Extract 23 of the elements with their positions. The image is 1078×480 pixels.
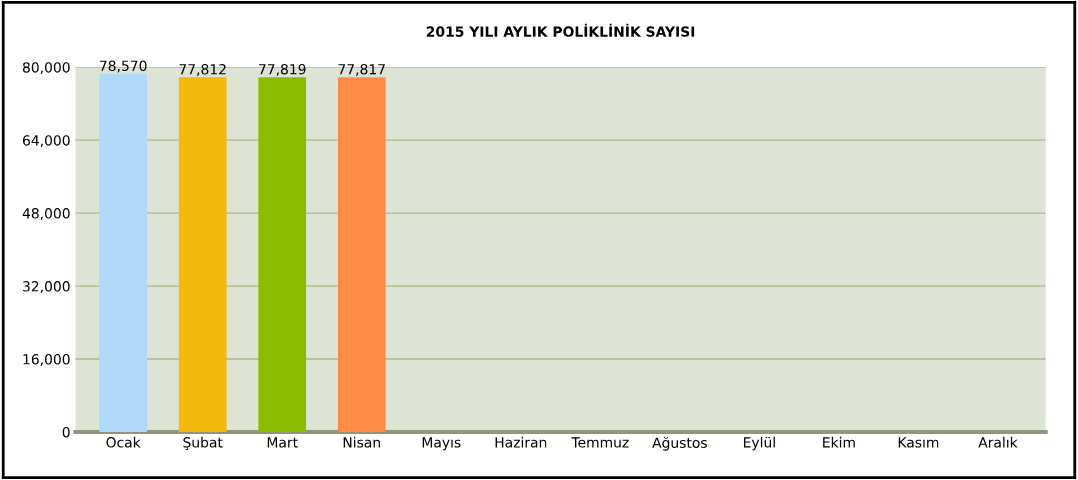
x-tick-label: Mayıs [422, 437, 461, 451]
y-tick-label: 32,000 [23, 281, 70, 293]
y-tick-label: 64,000 [22, 135, 70, 148]
data-label: 77,817 [338, 63, 385, 76]
y-tick-label: 16,000 [23, 354, 70, 366]
x-tick-label: Temmuz [571, 437, 629, 448]
x-tick-label: Nisan [343, 436, 380, 448]
x-tick-label: Eylül [743, 436, 775, 451]
x-tick-label: Şubat [183, 436, 223, 451]
x-tick-label: Haziran [495, 436, 547, 448]
x-tick-label: Ağustos [652, 436, 707, 451]
x-tick-label: Mart [267, 437, 298, 448]
x-tick-label: Ocak [106, 436, 141, 448]
x-tick-label: Aralık [978, 436, 1018, 448]
chart-title: 2015 YILI AYLIK POLİKLİNİK SAYISI [426, 23, 695, 37]
y-tick-label: 0 [62, 426, 70, 438]
x-tick-label: Kasım [898, 437, 939, 448]
data-label: 77,819 [259, 63, 306, 76]
x-tick-label: Ekim [823, 436, 855, 448]
data-label: 78,570 [100, 60, 147, 73]
y-tick-label: 48,000 [22, 208, 70, 221]
data-label: 77,812 [179, 63, 226, 76]
y-tick-label: 80,000 [22, 62, 70, 75]
